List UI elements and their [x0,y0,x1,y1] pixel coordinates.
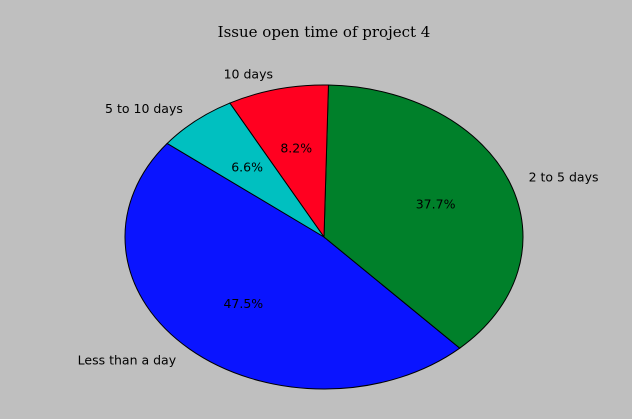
pie-slice-2-to-5-days [323,84,524,349]
pie-category-label: 5 to 10 days [105,101,183,116]
pie-category-label: 2 to 5 days [529,170,599,185]
pie-slice-10-days [229,84,329,239]
pie-category-label: 10 days [224,66,273,81]
pie-slices [124,84,524,390]
pie-slice-5-to-10-days [166,102,325,238]
pie-percent-labels: 47.5% 37.7% 8.2% 6.6% [223,140,455,311]
pie-slice-less-than-a-day [124,142,461,390]
pie-percent-label: 8.2% [280,140,312,155]
pie-percent-label: 6.6% [231,159,263,174]
chart-title: Issue open time of project 4 [218,23,431,41]
pie-percent-label: 37.7% [416,197,456,212]
pie-percent-label: 47.5% [223,296,263,311]
pie-category-label: Less than a day [78,352,177,367]
pie-category-labels: Less than a day 2 to 5 days 10 days 5 to 10… [78,66,599,367]
